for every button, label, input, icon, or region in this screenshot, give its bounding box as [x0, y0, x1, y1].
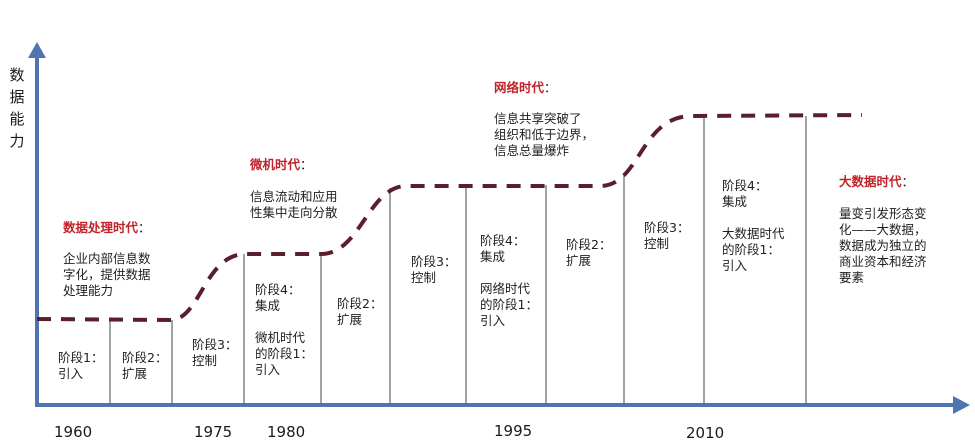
stage-label: 阶段3： 控制: [644, 220, 690, 251]
era-desc-microcomputer: 信息流动和应用 性集中走向分散: [250, 189, 338, 220]
stage-label: 阶段3： 控制: [411, 254, 457, 285]
year-label: 1975: [194, 423, 233, 441]
y-axis-arrow-icon: [28, 42, 46, 58]
year-label: 1960: [54, 423, 93, 441]
year-label: 1995: [494, 422, 533, 440]
x-axis-arrow-icon: [953, 396, 970, 414]
era-title-microcomputer: 微机时代：: [250, 157, 313, 172]
year-label: 1980: [267, 423, 306, 441]
era-title-big-data: 大数据时代：: [839, 174, 915, 189]
era-desc-network: 信息共享突破了 组织和低于边界， 信息总量爆炸: [494, 111, 595, 158]
stage-label: 阶段2： 扩展: [566, 237, 612, 268]
era-desc-data-processing: 企业内部信息数 字化，提供数据 处理能力: [63, 251, 151, 298]
stage-dividers: [109, 116, 807, 405]
era-title-network: 网络时代：: [494, 80, 557, 95]
stage-label: 阶段4： 集成 大数据时代 的阶段1： 引入: [722, 178, 785, 273]
y-axis-label: 数 据 能 力: [9, 66, 25, 150]
growth-curve: [36, 113, 863, 323]
axes: [28, 42, 970, 414]
stage-label: 阶段3： 控制: [192, 337, 238, 368]
stage-label: 阶段1： 引入: [58, 350, 104, 381]
stage-label: 阶段2： 扩展: [337, 296, 383, 327]
stage-label: 阶段4： 集成 微机时代 的阶段1： 引入: [255, 282, 313, 377]
stage-label: 阶段4： 集成 网络时代 的阶段1： 引入: [480, 233, 538, 328]
era-title-data-processing: 数据处理时代：: [63, 220, 151, 235]
year-label: 2010: [686, 424, 725, 442]
era-desc-big-data: 量变引发形态变 化——大数据， 数据成为独立的 商业资本和经济 要素: [839, 206, 927, 285]
stage-label: 阶段2： 扩展: [122, 350, 168, 381]
